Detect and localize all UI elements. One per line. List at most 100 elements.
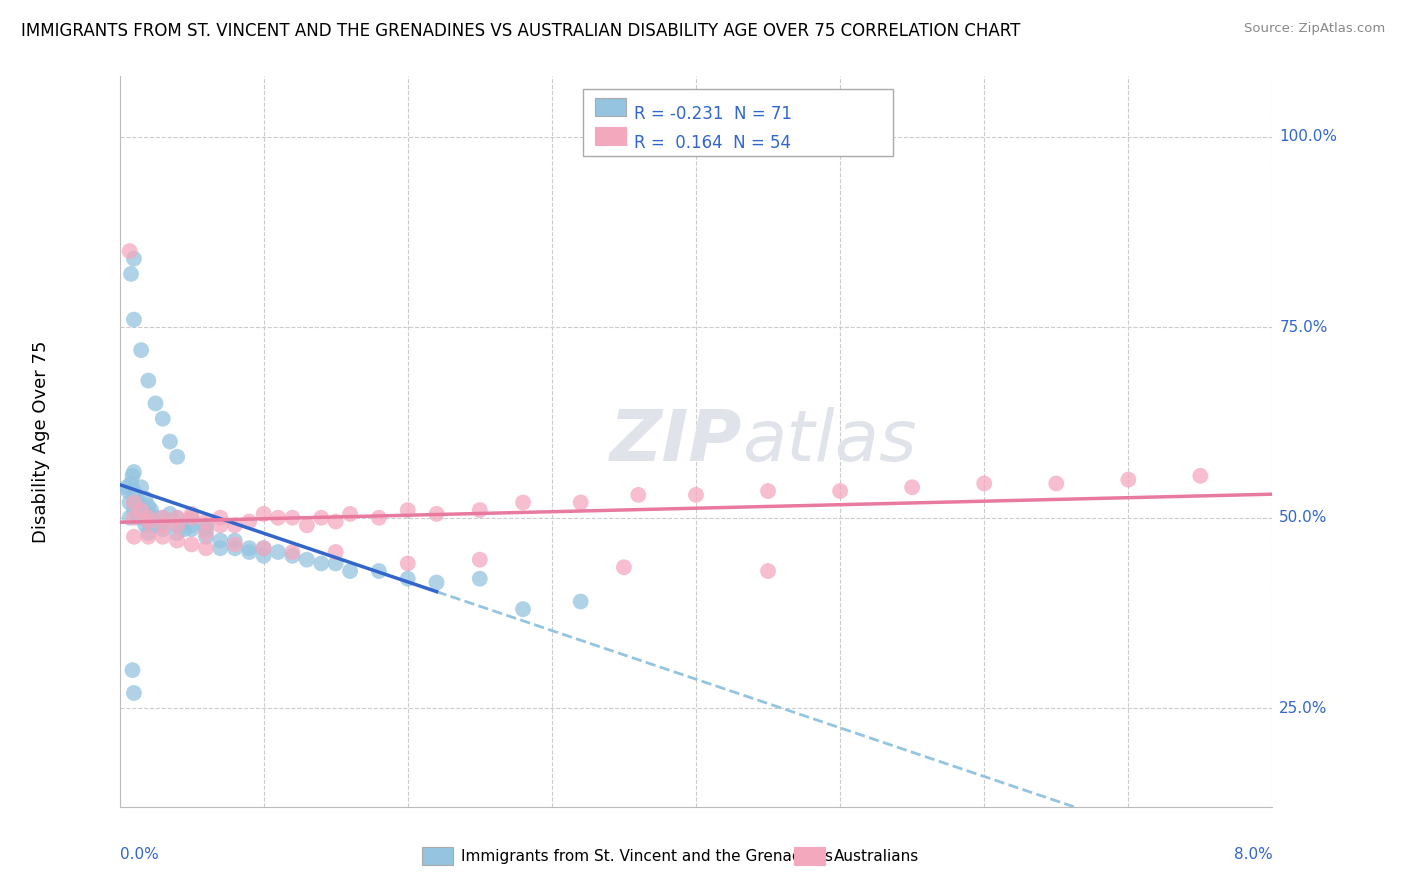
Point bbox=[129, 343, 152, 358]
Point bbox=[166, 510, 188, 524]
Point bbox=[309, 557, 333, 571]
Point bbox=[194, 541, 218, 556]
Point bbox=[138, 510, 160, 524]
Point bbox=[396, 503, 419, 517]
Point bbox=[145, 518, 167, 533]
Point bbox=[224, 537, 246, 551]
Point bbox=[512, 602, 534, 616]
Point bbox=[180, 510, 202, 524]
Point bbox=[901, 480, 924, 494]
Point bbox=[425, 507, 447, 521]
Point bbox=[756, 564, 779, 578]
Point bbox=[121, 663, 143, 677]
Point bbox=[180, 510, 202, 524]
Point bbox=[122, 686, 145, 700]
Point bbox=[253, 549, 276, 563]
Point bbox=[253, 541, 276, 556]
Point bbox=[627, 488, 650, 502]
Point bbox=[129, 503, 152, 517]
Point bbox=[180, 518, 202, 533]
Point bbox=[128, 495, 150, 509]
Point bbox=[180, 537, 202, 551]
Point bbox=[166, 510, 188, 524]
Point bbox=[281, 549, 304, 563]
Point bbox=[138, 507, 160, 521]
Point bbox=[339, 564, 361, 578]
Point bbox=[134, 491, 156, 506]
Point bbox=[325, 515, 347, 529]
Text: atlas: atlas bbox=[742, 407, 917, 476]
Point bbox=[129, 480, 152, 494]
Point bbox=[830, 484, 852, 499]
Point bbox=[122, 495, 145, 509]
Point bbox=[194, 530, 218, 544]
Point bbox=[238, 541, 260, 556]
Text: R = -0.231  N = 71: R = -0.231 N = 71 bbox=[634, 105, 792, 123]
Point bbox=[152, 510, 174, 524]
Point bbox=[180, 522, 202, 536]
Point bbox=[396, 572, 419, 586]
Point bbox=[396, 557, 419, 571]
Text: 0.0%: 0.0% bbox=[120, 847, 159, 863]
Point bbox=[118, 495, 141, 509]
Point bbox=[152, 522, 174, 536]
Text: Australians: Australians bbox=[834, 849, 920, 863]
Point bbox=[368, 564, 391, 578]
Point bbox=[152, 530, 174, 544]
Point bbox=[121, 468, 143, 483]
Text: R =  0.164  N = 54: R = 0.164 N = 54 bbox=[634, 134, 792, 152]
Point bbox=[209, 541, 232, 556]
Point bbox=[138, 530, 160, 544]
Point bbox=[180, 507, 202, 521]
Point bbox=[224, 533, 246, 548]
Point bbox=[138, 526, 160, 541]
Point bbox=[238, 545, 260, 559]
Point bbox=[122, 252, 145, 266]
Point bbox=[1045, 476, 1067, 491]
Point bbox=[756, 484, 779, 499]
Point bbox=[166, 533, 188, 548]
Point bbox=[115, 480, 138, 494]
Point bbox=[1118, 473, 1140, 487]
Point bbox=[238, 515, 260, 529]
Point bbox=[166, 450, 188, 464]
Point bbox=[118, 510, 141, 524]
Point bbox=[117, 484, 139, 499]
Point bbox=[194, 522, 218, 536]
Point bbox=[166, 526, 188, 541]
Point bbox=[120, 267, 142, 281]
Point bbox=[468, 503, 491, 517]
Point bbox=[166, 518, 188, 533]
Point bbox=[468, 552, 491, 566]
Point bbox=[253, 507, 276, 521]
Point bbox=[569, 495, 592, 509]
Point bbox=[134, 518, 156, 533]
Point bbox=[122, 465, 145, 479]
Point bbox=[118, 244, 141, 258]
Point bbox=[122, 312, 145, 326]
Point bbox=[152, 510, 174, 524]
Point bbox=[152, 411, 174, 425]
Point bbox=[325, 557, 347, 571]
Point bbox=[166, 518, 188, 533]
Point bbox=[339, 507, 361, 521]
Point bbox=[122, 503, 145, 517]
Point bbox=[138, 510, 160, 524]
Point bbox=[159, 507, 181, 521]
Point bbox=[145, 396, 167, 410]
Text: Immigrants from St. Vincent and the Grenadines: Immigrants from St. Vincent and the Gren… bbox=[461, 849, 834, 863]
Text: 100.0%: 100.0% bbox=[1279, 129, 1337, 145]
Point bbox=[122, 484, 145, 499]
Point bbox=[512, 495, 534, 509]
Point bbox=[209, 510, 232, 524]
Text: 75.0%: 75.0% bbox=[1279, 319, 1327, 334]
Text: Disability Age Over 75: Disability Age Over 75 bbox=[32, 340, 51, 543]
Point bbox=[295, 552, 318, 566]
Point bbox=[194, 526, 218, 541]
Point bbox=[569, 594, 592, 608]
Point bbox=[145, 510, 167, 524]
Point bbox=[295, 518, 318, 533]
Point bbox=[152, 515, 174, 529]
Point bbox=[138, 500, 160, 514]
Point bbox=[685, 488, 707, 502]
